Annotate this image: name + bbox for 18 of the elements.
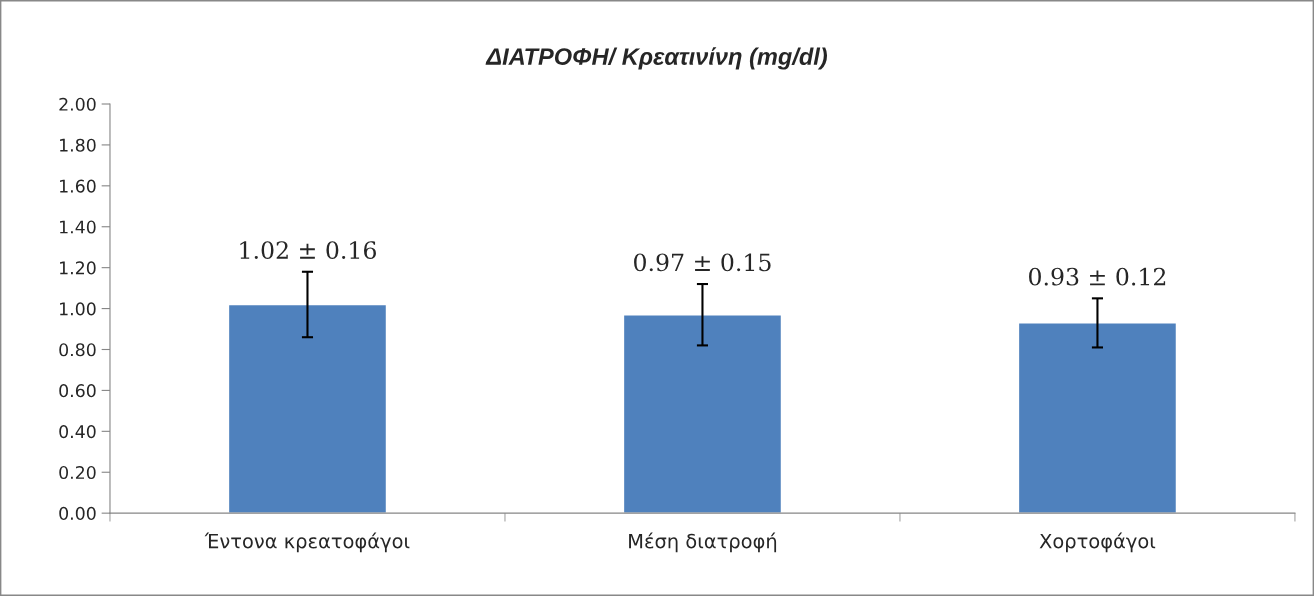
data-label: 0.97 ± 0.15 bbox=[634, 253, 771, 272]
y-tick-label: 1.80 bbox=[60, 138, 96, 152]
y-tick-label: 1.60 bbox=[60, 179, 96, 193]
y-tick-label: 0.60 bbox=[59, 384, 96, 398]
y-tick-label: 0.00 bbox=[59, 506, 96, 520]
y-tick-label: 0.80 bbox=[59, 343, 96, 357]
data-label: 1.02 ± 0.16 bbox=[240, 241, 376, 259]
y-tick-label: 0.20 bbox=[59, 465, 96, 480]
y-tick-label: 1.20 bbox=[60, 261, 96, 275]
x-tick-label: Έντονα κρεατοφάγοι bbox=[204, 532, 410, 553]
y-tick-label: 1.00 bbox=[60, 302, 96, 316]
x-tick-label: Μέση διατροφή bbox=[629, 532, 777, 553]
x-tick-label: Χορτοφάγοι bbox=[1039, 532, 1156, 553]
y-tick-label: 2.00 bbox=[59, 97, 96, 111]
data-label: 0.93 ± 0.12 bbox=[1029, 267, 1166, 286]
y-tick-label: 1.40 bbox=[60, 220, 96, 234]
chart-title: ΔΙΑΤΡΟΦΗ/ Κρεατινίνη (mg/dl) bbox=[485, 47, 828, 70]
y-tick-label: 0.40 bbox=[59, 425, 96, 439]
